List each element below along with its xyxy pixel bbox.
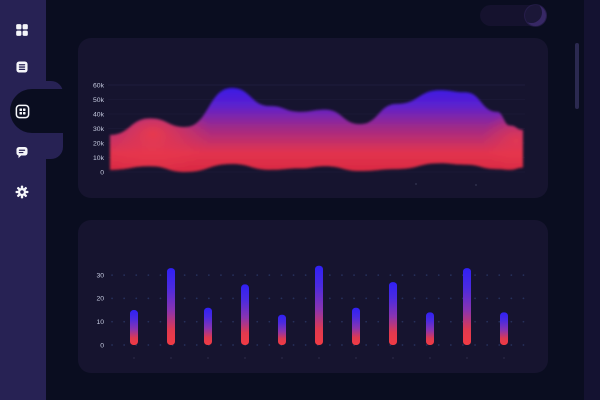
- bar-chart: 0 10 20 30: [96, 265, 535, 359]
- bar-x-mark: [170, 357, 172, 359]
- apps-grid-icon: [15, 23, 29, 37]
- area-y-tick-label: 50k: [93, 97, 105, 104]
- bar-series-bar[interactable]: [167, 268, 175, 345]
- vertical-scrollbar[interactable]: [575, 43, 579, 109]
- area-chart-card: 0 10k 20k 30k 40k 50k 60k: [78, 38, 548, 198]
- bar-series-bar[interactable]: [463, 268, 471, 345]
- bar-x-mark: [244, 357, 246, 359]
- bar-x-mark: [392, 357, 394, 359]
- bar-series-bar[interactable]: [204, 307, 212, 345]
- bar-y-tick-label: 30: [96, 272, 104, 279]
- bar-series-bar[interactable]: [352, 307, 360, 345]
- bar-x-mark: [318, 357, 320, 359]
- sidebar-item-settings[interactable]: [9, 179, 35, 205]
- bar-series-bar[interactable]: [500, 312, 508, 345]
- area-y-tick-label: 30k: [93, 126, 105, 133]
- bar-series-bar[interactable]: [389, 282, 397, 345]
- active-item-notch: [10, 89, 80, 133]
- bar-x-mark: [281, 357, 283, 359]
- area-y-tick-label: 10k: [93, 155, 105, 162]
- faint-dot: [475, 184, 477, 186]
- faint-dot: [415, 183, 417, 185]
- sidebar-nav: [0, 0, 80, 400]
- bar-x-mark: [133, 357, 135, 359]
- bar-series-bar[interactable]: [278, 314, 286, 345]
- bar-x-mark: [207, 357, 209, 359]
- bar-series-bar[interactable]: [426, 312, 434, 345]
- area-y-tick-label: 0: [100, 169, 104, 176]
- sidebar-item-messages[interactable]: [9, 139, 35, 165]
- bar-x-mark: [429, 357, 431, 359]
- bar-series-bar[interactable]: [241, 284, 249, 345]
- gear-icon: [15, 185, 29, 199]
- bar-series-bar[interactable]: [315, 265, 323, 345]
- bar-x-mark: [355, 357, 357, 359]
- area-y-tick-label: 60k: [93, 82, 105, 89]
- area-y-tick-label: 40k: [93, 111, 105, 118]
- bar-y-tick-label: 0: [100, 342, 104, 349]
- document-lines-icon: [15, 60, 29, 74]
- area-chart: 0 10k 20k 30k 40k 50k 60k: [93, 82, 525, 186]
- chat-bubble-icon: [15, 145, 29, 159]
- window-grid-icon: [15, 104, 30, 119]
- bar-series-bar[interactable]: [130, 310, 138, 345]
- sidebar-item-documents[interactable]: [9, 54, 35, 80]
- bar-y-tick-label: 10: [96, 319, 104, 326]
- area-series: [110, 87, 523, 172]
- area-y-tick-label: 20k: [93, 140, 105, 147]
- bar-y-tick-label: 20: [96, 296, 104, 303]
- sidebar-item-dashboard[interactable]: [9, 98, 35, 124]
- header-profile-pill[interactable]: [480, 5, 547, 26]
- bar-chart-card: 0 10 20 30: [78, 220, 548, 373]
- sidebar-item-apps[interactable]: [9, 17, 35, 43]
- moon-icon[interactable]: [525, 5, 546, 26]
- bar-x-mark: [503, 357, 505, 359]
- bar-x-mark: [466, 357, 468, 359]
- right-edge-panel: [584, 0, 600, 400]
